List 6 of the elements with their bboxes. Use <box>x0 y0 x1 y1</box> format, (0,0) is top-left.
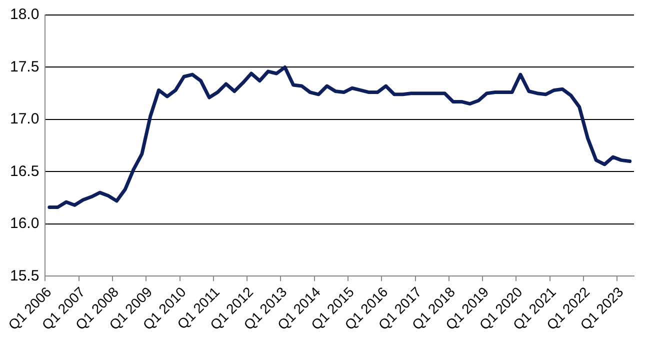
y-tick-label: 17.5 <box>10 58 40 76</box>
y-tick-label: 18.0 <box>10 6 40 24</box>
y-tick-label: 16.5 <box>10 162 40 180</box>
y-tick-label: 17.0 <box>10 110 40 128</box>
y-tick-label: 16.0 <box>10 215 40 232</box>
y-tick-label: 15.5 <box>10 267 40 284</box>
